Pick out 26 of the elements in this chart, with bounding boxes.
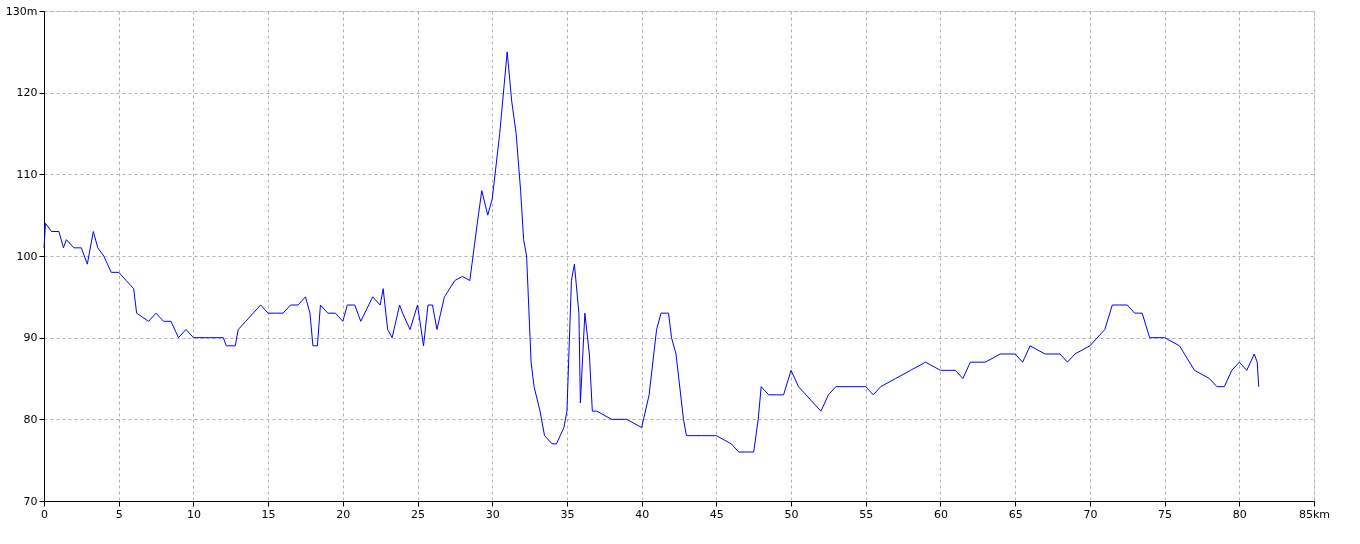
x-tick-label: 25 [411, 507, 426, 521]
x-tick-label: 50 [784, 507, 799, 521]
x-tick-label: 60 [933, 507, 948, 521]
x-tick-label: 65 [1008, 507, 1023, 521]
x-tick-label: 80 [1232, 507, 1247, 521]
x-tick-label: 55 [859, 507, 874, 521]
x-tick-label: 20 [336, 507, 351, 521]
x-tick-label: 5 [115, 507, 123, 521]
x-tick-label: 35 [560, 507, 575, 521]
y-tick-label: 120 [16, 86, 38, 100]
y-tick-label: 100 [16, 249, 38, 263]
y-tick-label: 80 [23, 412, 38, 426]
x-tick-label: 15 [261, 507, 276, 521]
x-tick-label: 10 [186, 507, 201, 521]
line-series [43, 51, 1260, 453]
x-tick-label: 40 [635, 507, 650, 521]
x-tick-label: 45 [709, 507, 724, 521]
x-tick-label: 75 [1158, 507, 1173, 521]
x-tick-label: 0 [41, 507, 48, 521]
y-tick-label: 90 [23, 331, 38, 345]
x-tick-label: 85km [1298, 507, 1331, 521]
y-tick-label: 70 [23, 494, 38, 508]
y-tick-label: 130m [5, 4, 38, 18]
y-tick-label: 110 [16, 167, 38, 181]
x-tick-label: 30 [485, 507, 500, 521]
x-tick-label: 70 [1083, 507, 1098, 521]
